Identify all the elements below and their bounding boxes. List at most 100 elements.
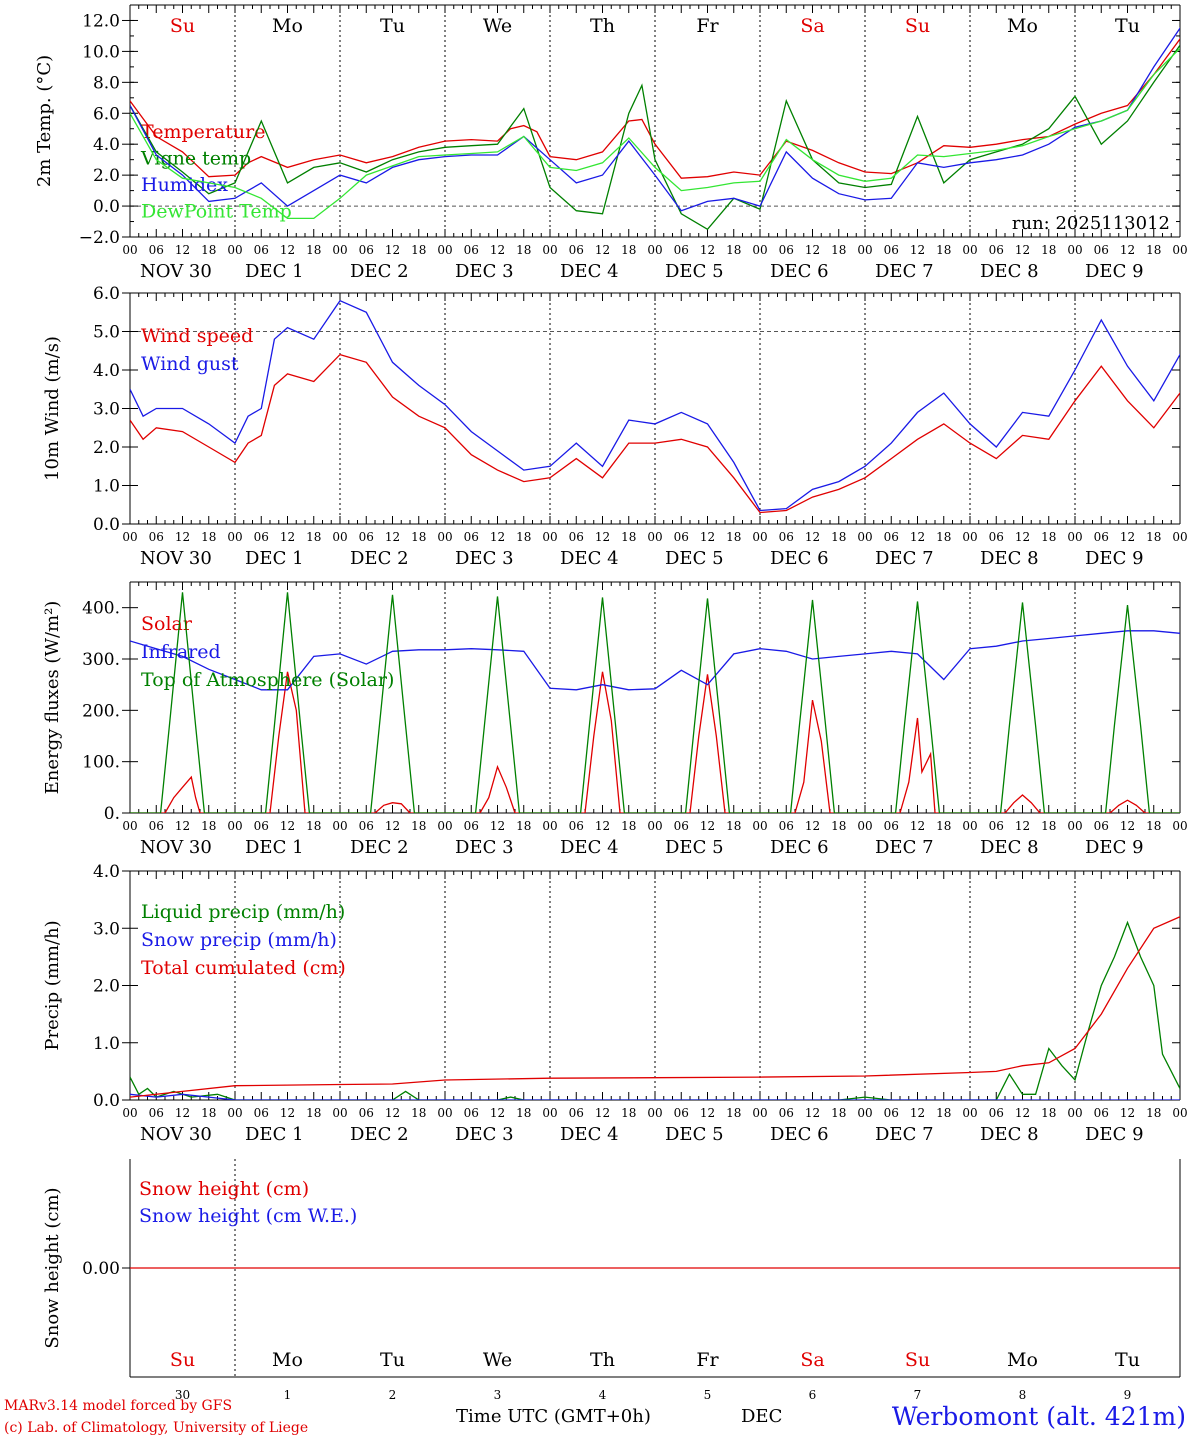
hour-tick-label: 00	[962, 530, 977, 544]
legend-entry: Wind speed	[141, 325, 253, 347]
series-line-top-of-atmosphere-solar-	[130, 592, 1180, 813]
legend-entry: Vigne temp	[140, 148, 251, 170]
weekday-label: We	[483, 15, 512, 37]
hour-tick-label: 18	[936, 1106, 951, 1120]
date-label: DEC 9	[1085, 261, 1144, 282]
hour-tick-label: 12	[175, 1106, 190, 1120]
hour-tick-label: 06	[149, 1106, 164, 1120]
hour-tick-label: 06	[1094, 243, 1109, 257]
hour-tick-label: 18	[621, 819, 636, 833]
date-label: DEC 3	[455, 1124, 514, 1145]
weekday-label: Mo	[1007, 1349, 1038, 1371]
day-number-label: 8	[1019, 1388, 1027, 1402]
hour-tick-label: 00	[437, 1106, 452, 1120]
hour-tick-label: 12	[805, 530, 820, 544]
hour-tick-label: 00	[1172, 530, 1187, 544]
panel-1: 00 06 12 18 00 06 12 18 00 06 12 18 00 06 12 18 00 06 12 18…	[34, 4, 1188, 282]
date-label: DEC 7	[875, 1124, 934, 1145]
hour-tick-label: 18	[1041, 243, 1056, 257]
hour-tick-label: 00	[122, 1106, 137, 1120]
hour-tick-label: 06	[989, 243, 1004, 257]
hour-tick-label: 00	[962, 819, 977, 833]
hour-tick-label: 06	[359, 1106, 374, 1120]
day-number-label: 4	[599, 1388, 607, 1402]
hour-tick-label: 06	[1094, 530, 1109, 544]
hour-tick-label: 18	[516, 1106, 531, 1120]
y-tick-label: 0.0	[93, 1091, 120, 1111]
day-number-label: 1	[284, 1388, 292, 1402]
date-label: DEC 5	[665, 1124, 724, 1145]
legend-entry: Snow precip (mm/h)	[141, 929, 337, 951]
hour-tick-label: 00	[752, 243, 767, 257]
legend-entry: Liquid precip (mm/h)	[141, 901, 345, 923]
hour-tick-label: 06	[1094, 819, 1109, 833]
hour-tick-label: 00	[227, 1106, 242, 1120]
hour-tick-label: 18	[201, 819, 216, 833]
hour-tick-label: 12	[175, 819, 190, 833]
hour-tick-label: 00	[542, 819, 557, 833]
hour-tick-label: 12	[1120, 243, 1135, 257]
legend-entry: Temperature	[141, 121, 265, 143]
y-tick-label: 10.0	[82, 42, 120, 62]
date-label: DEC 6	[770, 1124, 829, 1145]
legend-entry: Humidex	[141, 174, 228, 196]
hour-tick-label: 06	[779, 530, 794, 544]
date-label: DEC 9	[1085, 548, 1144, 569]
day-number-label: 2	[389, 1388, 397, 1402]
hour-tick-label: 12	[280, 530, 295, 544]
hour-tick-label: 06	[884, 819, 899, 833]
legend-entry: Snow height (cm W.E.)	[139, 1205, 357, 1227]
hour-tick-label: 18	[516, 819, 531, 833]
day-number-label: 9	[1124, 1388, 1132, 1402]
y-tick-label: 3.0	[93, 919, 120, 939]
hour-tick-label: 00	[332, 1106, 347, 1120]
weekday-label: Tu	[1115, 1349, 1140, 1371]
hour-tick-label: 00	[1067, 819, 1082, 833]
y-tick-label: 0.	[104, 804, 120, 824]
hour-tick-label: 12	[490, 530, 505, 544]
panel-2: 00 06 12 18 00 06 12 18 00 06 12 18 00 06 12 18 00 06 12 18…	[42, 284, 1188, 569]
y-tick-label: 100.	[82, 753, 120, 773]
y-tick-label: 1.0	[93, 477, 120, 497]
hour-tick-label: 18	[201, 243, 216, 257]
y-tick-label: 0.0	[93, 515, 120, 535]
hour-tick-label: 18	[1146, 243, 1161, 257]
hour-tick-label: 06	[674, 1106, 689, 1120]
hour-tick-label: 00	[752, 530, 767, 544]
weekday-label: Th	[590, 15, 615, 37]
y-axis-label: 2m Temp. (°C)	[34, 55, 55, 187]
hour-tick-label: 12	[1015, 243, 1030, 257]
y-axis-label: Energy fluxes (W/m²)	[42, 601, 63, 795]
hour-tick-label: 00	[227, 530, 242, 544]
series-line-total-cumulated-cm-	[130, 916, 1180, 1098]
hour-tick-label: 18	[201, 530, 216, 544]
weekday-label: Sa	[800, 15, 824, 37]
date-label: DEC 5	[665, 261, 724, 282]
date-label: DEC 8	[980, 1124, 1039, 1145]
series-line-solar	[130, 671, 1180, 813]
hour-tick-label: 18	[1146, 1106, 1161, 1120]
date-label: DEC 3	[455, 548, 514, 569]
hour-tick-label: 06	[464, 530, 479, 544]
hour-tick-label: 00	[647, 1106, 662, 1120]
weekday-label: Fr	[696, 15, 719, 37]
date-label: DEC 3	[455, 261, 514, 282]
hour-tick-label: 18	[1146, 530, 1161, 544]
legend-entry: Infrared	[141, 641, 221, 663]
hour-tick-label: 18	[726, 1106, 741, 1120]
weekday-label: We	[483, 1349, 512, 1371]
lab-credit: (c) Lab. of Climatology, University of L…	[4, 1420, 309, 1436]
day-number-label: 6	[809, 1388, 817, 1402]
date-label: DEC 1	[245, 837, 304, 858]
date-label: DEC 2	[350, 1124, 409, 1145]
time-axis-label: Time UTC (GMT+0h)	[456, 1406, 651, 1427]
weekday-label: Mo	[272, 1349, 303, 1371]
date-label: DEC 6	[770, 261, 829, 282]
hour-tick-label: 18	[306, 530, 321, 544]
date-label: DEC 8	[980, 548, 1039, 569]
y-axis-label: Precip (mm/h)	[42, 920, 63, 1050]
hour-tick-label: 18	[726, 530, 741, 544]
hour-tick-label: 00	[542, 530, 557, 544]
hour-tick-label: 06	[569, 819, 584, 833]
